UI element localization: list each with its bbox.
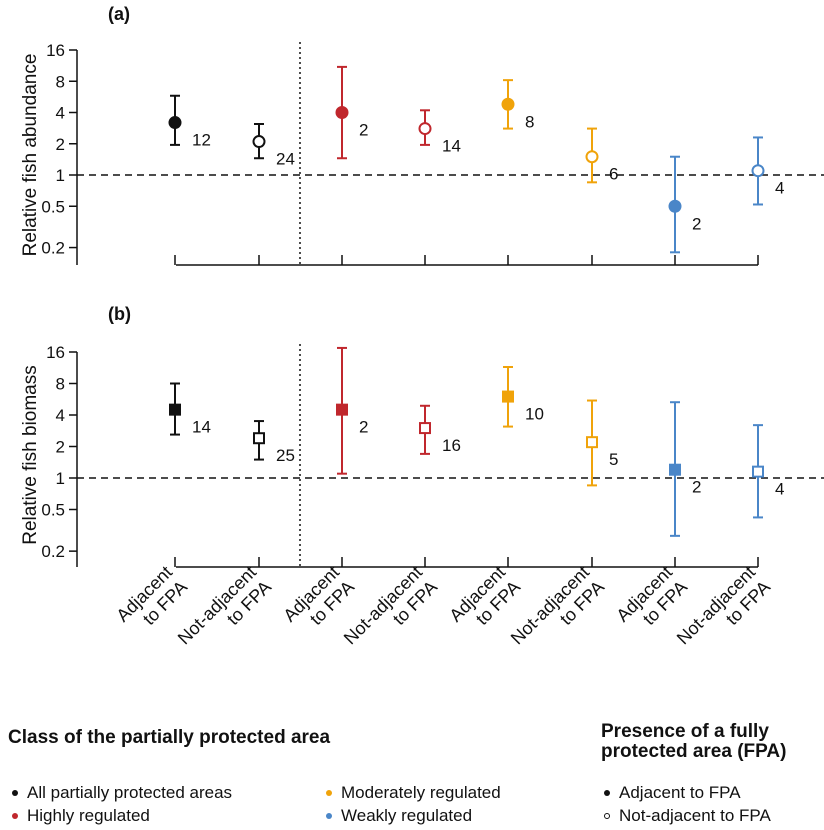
sample-size-label: 2 [359,418,368,437]
y-tick-label: 0.2 [41,542,65,561]
legend-item-moderately: Moderately regulated [326,783,501,803]
data-point [501,97,515,111]
data-point [253,432,265,445]
presence-legend-title-line1: Presence of a fully [601,721,769,742]
y-tick-label: 1 [56,166,65,185]
data-point [585,150,599,164]
sample-size-label: 14 [442,137,461,156]
sample-size-label: 5 [609,450,618,469]
legend-item-highly: Highly regulated [12,806,150,826]
legend-label-highly: Highly regulated [27,806,150,825]
y-tick-label: 4 [56,406,65,425]
legend-label-all: All partially protected areas [27,783,233,802]
legend-dot-highly [12,813,18,819]
legend-dot-not-adjacent [604,813,610,819]
y-tick-label: 2 [56,135,65,154]
y-tick-label: 0.2 [41,239,65,258]
presence-legend-title: Presence of a fully protected area (FPA) [601,722,786,762]
y-tick-label: 8 [56,72,65,91]
y-axis-label: Relative fish biomass [20,365,41,545]
sample-size-label: 24 [276,150,295,169]
sample-size-label: 16 [442,436,461,455]
legend-item-adjacent: Adjacent to FPA [604,783,741,803]
y-tick-label: 0.5 [41,501,65,520]
legend-dot-all [12,790,18,796]
presence-legend-title-line2: protected area (FPA) [601,741,787,762]
y-tick-label: 8 [56,375,65,394]
data-point [419,422,431,435]
sample-size-label: 14 [192,418,211,437]
legend-dot-moderately [326,790,332,796]
sample-size-label: 2 [692,478,701,497]
data-point [669,463,681,476]
panel-label: (a) [108,4,130,24]
y-tick-label: 16 [46,41,65,60]
data-point [418,122,432,136]
legend-label-not-adjacent: Not-adjacent to FPA [619,806,771,825]
data-point [502,390,514,403]
legend-item-weakly: Weakly regulated [326,806,472,826]
data-point [335,106,349,119]
data-point [336,403,348,416]
y-axis-label: Relative fish abundance [20,54,41,257]
data-point [252,135,266,149]
data-point [586,436,598,449]
sample-size-label: 10 [525,405,544,424]
sample-size-label: 2 [359,121,368,140]
sample-size-label: 25 [276,446,295,465]
sample-size-label: 6 [609,165,618,184]
y-tick-label: 0.5 [41,197,65,216]
data-point [668,199,682,213]
sample-size-label: 8 [525,112,534,131]
legend-label-adjacent: Adjacent to FPA [619,783,741,802]
legend-dot-weakly [326,813,332,819]
sample-size-label: 4 [775,179,784,198]
y-tick-label: 2 [56,438,65,457]
legend-label-weakly: Weakly regulated [341,806,473,825]
legend-label-moderately: Moderately regulated [341,783,501,802]
legend-dot-adjacent [604,790,610,796]
legend-item-all: All partially protected areas [12,783,232,803]
data-point [752,465,764,478]
panel-label: (b) [108,304,131,324]
y-tick-label: 4 [56,104,65,123]
data-point [168,116,182,130]
data-point [751,164,765,178]
class-legend-title: Class of the partially protected area [8,727,331,748]
y-tick-label: 1 [56,469,65,488]
y-tick-label: 16 [46,343,65,362]
sample-size-label: 12 [192,131,211,150]
data-point [169,403,181,416]
sample-size-label: 4 [775,480,784,499]
legend-item-not-adjacent: Not-adjacent to FPA [604,806,771,826]
sample-size-label: 2 [692,214,701,233]
